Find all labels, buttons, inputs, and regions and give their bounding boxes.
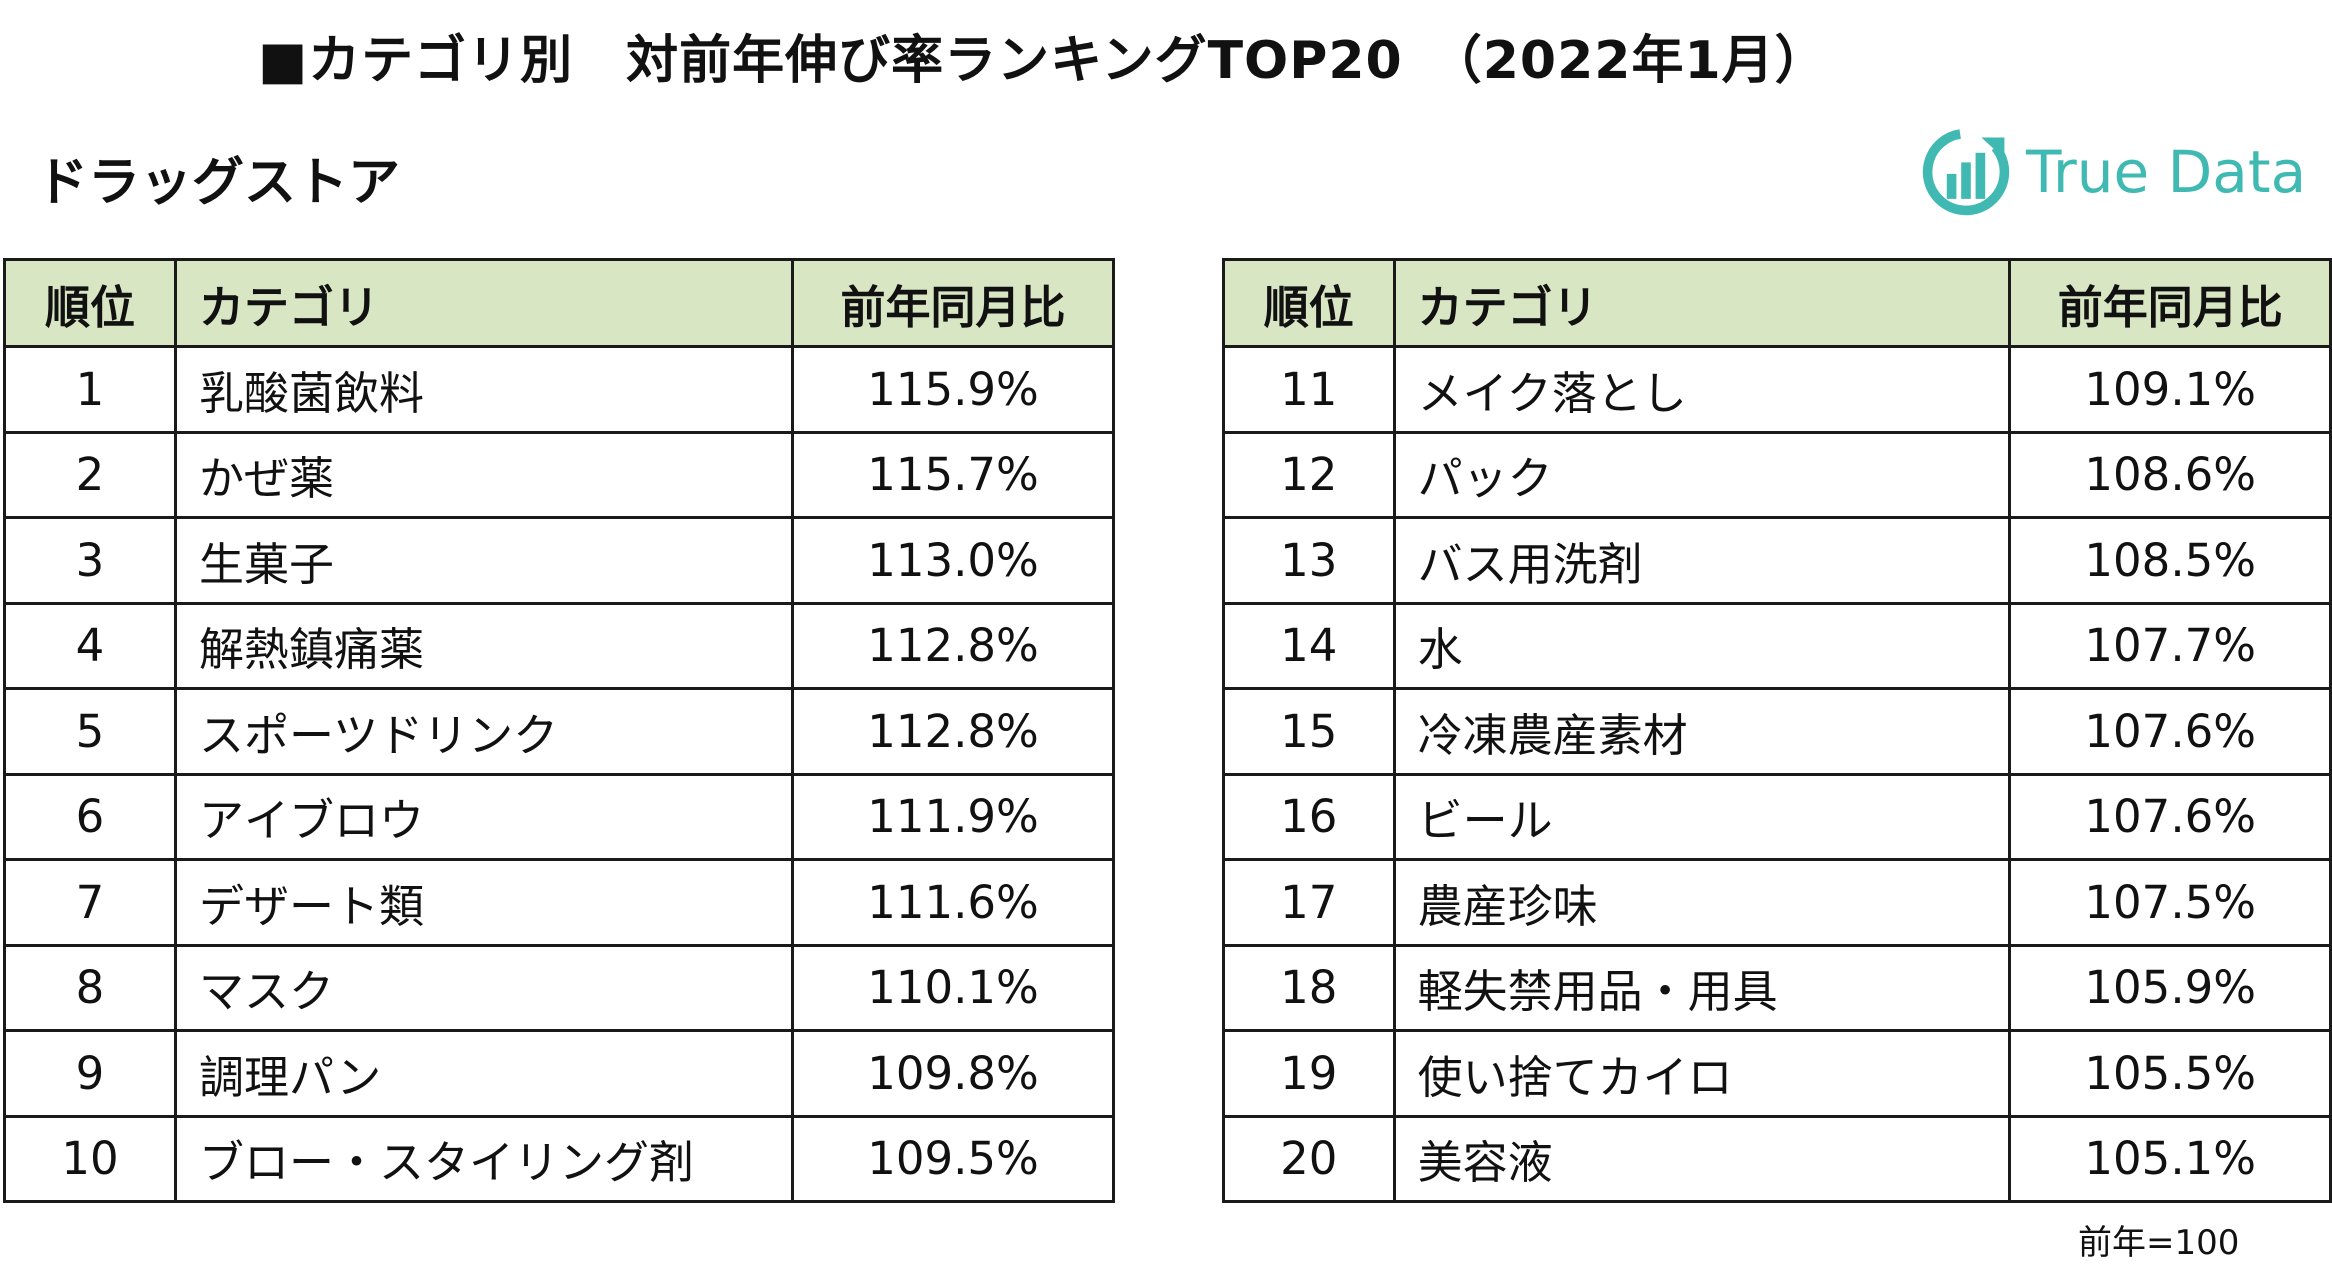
rank-cell: 11 [1222,345,1396,434]
category-cell: 調理パン [174,1029,794,1118]
footnote: 前年=100 [2078,1223,2240,1263]
column-header-category: カテゴリ [1392,258,2012,348]
rank-cell: 17 [1222,858,1396,947]
rank-cell: 3 [3,516,177,605]
rank-cell: 9 [3,1029,177,1118]
header-row: 順位 カテゴリ 前年同月比 [1222,258,2332,348]
category-cell: パック [1392,430,2012,519]
category-cell: デザート類 [174,858,794,947]
table-row: 16 ビール 107.6% [1222,772,2332,861]
rank-cell: 16 [1222,772,1396,861]
category-cell: アイブロウ [174,772,794,861]
column-header-ratio: 前年同月比 [791,258,1115,348]
rank-cell: 7 [3,858,177,947]
table-row: 8 マスク 110.1% [3,943,1115,1032]
ratio-cell: 109.8% [791,1029,1115,1118]
table-row: 20 美容液 105.1% [1222,1114,2332,1203]
rank-cell: 10 [3,1114,177,1203]
bar-chart-logo-icon [1922,128,2010,216]
column-header-rank: 順位 [1222,258,1396,348]
ratio-cell: 108.6% [2008,430,2332,519]
table-row: 14 水 107.7% [1222,601,2332,690]
ratio-cell: 110.1% [791,943,1115,1032]
table-row: 12 パック 108.6% [1222,430,2332,519]
column-header-ratio: 前年同月比 [2008,258,2332,348]
true-data-logo: True Data [1918,122,2306,222]
table-row: 15 冷凍農産素材 107.6% [1222,687,2332,776]
category-cell: スポーツドリンク [174,687,794,776]
rank-cell: 19 [1222,1029,1396,1118]
ratio-cell: 107.6% [2008,772,2332,861]
rank-cell: 5 [3,687,177,776]
category-cell: 乳酸菌飲料 [174,345,794,434]
ratio-cell: 107.5% [2008,858,2332,947]
rank-cell: 14 [1222,601,1396,690]
category-cell: 水 [1392,601,2012,690]
rank-cell: 15 [1222,687,1396,776]
table-row: 13 バス用洗剤 108.5% [1222,516,2332,605]
rank-cell: 2 [3,430,177,519]
ratio-cell: 115.7% [791,430,1115,519]
page-subtitle: ドラッグストア [36,153,401,213]
table-row: 9 調理パン 109.8% [3,1029,1115,1118]
ratio-cell: 111.9% [791,772,1115,861]
page-title: ■カテゴリ別 対前年伸び率ランキングTOP20 （2022年1月） [258,31,1828,91]
rank-cell: 13 [1222,516,1396,605]
category-cell: 解熱鎮痛薬 [174,601,794,690]
ratio-cell: 105.1% [2008,1114,2332,1203]
ratio-cell: 105.9% [2008,943,2332,1032]
table-row: 4 解熱鎮痛薬 112.8% [3,601,1115,690]
rank-cell: 20 [1222,1114,1396,1203]
table-row: 7 デザート類 111.6% [3,858,1115,947]
category-cell: 美容液 [1392,1114,2012,1203]
ratio-cell: 107.7% [2008,601,2332,690]
table-row: 10 ブロー・スタイリング剤 109.5% [3,1114,1115,1203]
category-cell: かぜ薬 [174,430,794,519]
ratio-cell: 113.0% [791,516,1115,605]
category-cell: ビール [1392,772,2012,861]
table-row: 6 アイブロウ 111.9% [3,772,1115,861]
ratio-cell: 107.6% [2008,687,2332,776]
category-cell: 軽失禁用品・用具 [1392,943,2012,1032]
header-row: 順位 カテゴリ 前年同月比 [3,258,1115,348]
category-cell: 冷凍農産素材 [1392,687,2012,776]
ratio-cell: 105.5% [2008,1029,2332,1118]
column-header-category: カテゴリ [174,258,794,348]
rank-cell: 8 [3,943,177,1032]
column-header-rank: 順位 [3,258,177,348]
rank-cell: 12 [1222,430,1396,519]
table-row: 17 農産珍味 107.5% [1222,858,2332,947]
ratio-cell: 112.8% [791,687,1115,776]
table-row: 1 乳酸菌飲料 115.9% [3,345,1115,434]
ratio-cell: 109.5% [791,1114,1115,1203]
category-cell: 農産珍味 [1392,858,2012,947]
ratio-cell: 115.9% [791,345,1115,434]
rank-cell: 6 [3,772,177,861]
table-row: 18 軽失禁用品・用具 105.9% [1222,943,2332,1032]
table-row: 11 メイク落とし 109.1% [1222,345,2332,434]
ratio-cell: 108.5% [2008,516,2332,605]
ratio-cell: 112.8% [791,601,1115,690]
ratio-cell: 111.6% [791,858,1115,947]
category-cell: マスク [174,943,794,1032]
category-cell: バス用洗剤 [1392,516,2012,605]
category-cell: 生菓子 [174,516,794,605]
category-cell: メイク落とし [1392,345,2012,434]
category-cell: ブロー・スタイリング剤 [174,1114,794,1203]
rank-cell: 4 [3,601,177,690]
ranking-table-left: 順位 カテゴリ 前年同月比 1 乳酸菌飲料 115.9% 2 かぜ薬 115.7% 3 生菓子… [3,258,1115,1203]
category-cell: 使い捨てカイロ [1392,1029,2012,1118]
rank-cell: 18 [1222,943,1396,1032]
table-row: 19 使い捨てカイロ 105.5% [1222,1029,2332,1118]
table-row: 2 かぜ薬 115.7% [3,430,1115,519]
logo-text: True Data [2026,138,2307,206]
table-row: 3 生菓子 113.0% [3,516,1115,605]
ranking-table-right: 順位 カテゴリ 前年同月比 11 メイク落とし 109.1% 12 パック 108.6% 1… [1222,258,2332,1203]
ratio-cell: 109.1% [2008,345,2332,434]
rank-cell: 1 [3,345,177,434]
table-row: 5 スポーツドリンク 112.8% [3,687,1115,776]
